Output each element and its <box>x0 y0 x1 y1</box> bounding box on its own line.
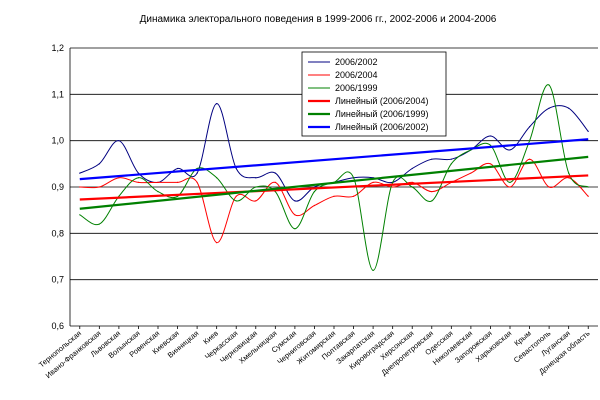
legend-box <box>301 51 447 137</box>
y-tick-label: 1,0 <box>51 136 64 146</box>
data-point <box>79 186 81 188</box>
data-point <box>313 191 316 193</box>
data-point <box>528 126 531 128</box>
chart-title: Динамика электорального поведения в 1999… <box>140 14 497 25</box>
data-point <box>372 269 374 271</box>
trendline--2006-2002- <box>79 138 589 181</box>
data-point <box>274 181 276 183</box>
data-point <box>587 130 589 132</box>
data-point <box>509 181 511 183</box>
data-point <box>548 107 550 109</box>
data-point <box>352 195 355 197</box>
data-point <box>450 163 452 165</box>
legend-label: 2006/2004 <box>335 70 378 80</box>
data-point <box>509 149 511 151</box>
data-point <box>431 200 433 202</box>
data-point <box>392 181 394 183</box>
data-point <box>372 181 374 183</box>
legend-label: 2006/1999 <box>335 83 378 93</box>
data-point <box>157 181 159 183</box>
data-point <box>118 177 120 179</box>
trendline--2006-1999- <box>79 155 589 210</box>
legend-label: Линейный (2006/2002) <box>335 122 428 132</box>
data-point <box>235 195 237 197</box>
data-point <box>255 200 257 202</box>
data-point <box>137 177 140 179</box>
y-tick-label: 0,6 <box>51 321 64 331</box>
legend-label: Линейный (2006/2004) <box>335 96 428 106</box>
x-axis: ТернопольскаяИвано-ФранковскаяЛьвовскаяВ… <box>37 326 592 380</box>
legend-label: 2006/2002 <box>335 57 378 67</box>
data-point <box>255 186 257 188</box>
data-point <box>98 223 100 225</box>
data-point <box>216 177 218 179</box>
data-point <box>568 172 570 174</box>
data-point <box>333 195 335 197</box>
y-tick-label: 1,2 <box>51 43 64 53</box>
y-tick-label: 0,9 <box>51 182 64 192</box>
data-point <box>98 186 100 188</box>
y-tick-label: 0,7 <box>51 275 64 285</box>
y-tick-label: 1,1 <box>51 89 64 99</box>
data-point <box>196 167 198 170</box>
data-point <box>98 163 100 165</box>
data-point <box>118 140 120 142</box>
legend: 2006/2002 2006/2004 2006/1999 Линейный (200… <box>301 51 447 137</box>
data-point <box>255 177 257 179</box>
data-point <box>352 177 355 179</box>
series-lines <box>79 84 589 271</box>
data-point <box>470 172 472 174</box>
data-point <box>294 214 296 216</box>
data-point <box>548 186 550 188</box>
data-point <box>294 200 296 202</box>
data-point <box>392 186 394 188</box>
data-point <box>587 195 589 197</box>
data-point <box>411 186 413 188</box>
data-point <box>216 103 218 105</box>
legend-label: Линейный (2006/1999) <box>335 109 428 119</box>
data-point <box>216 242 218 244</box>
data-point <box>196 181 198 183</box>
data-point <box>528 140 531 142</box>
data-point <box>411 167 413 170</box>
data-point <box>489 163 492 165</box>
data-point <box>235 167 237 170</box>
data-point <box>470 149 472 151</box>
data-point <box>489 144 492 146</box>
data-point <box>294 228 296 230</box>
data-point <box>79 172 81 174</box>
y-axis: 0,6 0,7 0,8 0,9 1,0 1,1 1,2 <box>51 43 71 331</box>
data-point <box>548 84 550 86</box>
data-point <box>528 158 531 160</box>
data-point <box>431 158 433 160</box>
trendline--2006-2004- <box>79 174 589 201</box>
data-point <box>196 172 198 174</box>
data-point <box>509 186 511 188</box>
data-point <box>431 191 433 193</box>
data-point <box>489 135 492 137</box>
data-point <box>568 107 570 109</box>
data-point <box>176 167 179 170</box>
data-point <box>450 158 452 160</box>
data-point <box>587 186 589 188</box>
data-point <box>274 172 276 174</box>
data-point <box>235 200 237 202</box>
data-point <box>176 181 179 183</box>
data-point <box>157 191 159 193</box>
data-point <box>79 214 81 216</box>
data-point <box>313 204 316 207</box>
y-tick-label: 0,8 <box>51 228 64 238</box>
data-point <box>137 181 140 183</box>
